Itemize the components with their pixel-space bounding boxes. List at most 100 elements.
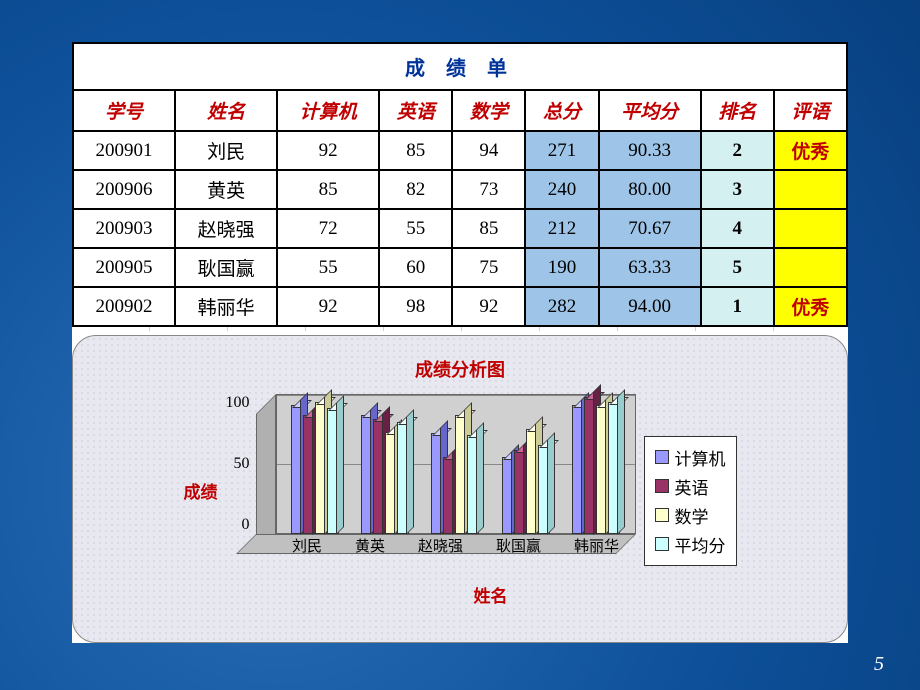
col-id-cell: 200906 (73, 170, 175, 209)
col-remark: 评语 (774, 90, 847, 131)
legend-swatch (655, 537, 669, 551)
col-rank-cell: 5 (701, 248, 774, 287)
col-math-cell: 85 (452, 209, 525, 248)
col-math: 数学 (452, 90, 525, 131)
bar-计算机 (431, 433, 443, 534)
col-english-cell: 60 (379, 248, 452, 287)
col-id-cell: 200902 (73, 287, 175, 326)
spreadsheet-gap (72, 327, 848, 331)
bar-计算机 (572, 405, 584, 534)
table-row: 200903赵晓强72558521270.674 (73, 209, 847, 248)
col-avg-cell: 63.33 (599, 248, 701, 287)
chart-y-label: 成绩 (184, 478, 218, 503)
plot-side-wall (256, 394, 276, 554)
legend-item: 平均分 (655, 530, 726, 559)
col-id-cell: 200905 (73, 248, 175, 287)
col-math-cell: 92 (452, 287, 525, 326)
col-avg-cell: 90.33 (599, 131, 701, 170)
bar-group (502, 429, 550, 534)
col-english-cell: 55 (379, 209, 452, 248)
col-computer: 计算机 (277, 90, 379, 131)
bar-英语 (514, 450, 526, 534)
col-name-cell: 赵晓强 (175, 209, 277, 248)
legend-swatch (655, 450, 669, 464)
x-tick-label: 赵晓强 (418, 535, 463, 556)
bar-数学 (315, 402, 327, 534)
table-header-row: 学号 姓名 计算机 英语 数学 总分 平均分 排名 评语 (73, 90, 847, 131)
col-computer-cell: 92 (277, 131, 379, 170)
col-name-cell: 耿国赢 (175, 248, 277, 287)
col-remark-cell (774, 170, 847, 209)
col-computer-cell: 55 (277, 248, 379, 287)
col-total-cell: 190 (525, 248, 598, 287)
bar-平均分 (538, 445, 550, 534)
bar-平均分 (397, 422, 409, 534)
table-title: 成 绩 单 (73, 43, 847, 90)
col-avg-cell: 80.00 (599, 170, 701, 209)
col-computer-cell: 85 (277, 170, 379, 209)
bar-groups (276, 394, 636, 534)
legend-item: 计算机 (655, 443, 726, 472)
table-row: 200902韩丽华92989228294.001优秀 (73, 287, 847, 326)
grades-table: 成 绩 单 学号 姓名 计算机 英语 数学 总分 平均分 排名 评语 20090… (72, 42, 848, 327)
x-labels: 刘民黄英赵晓强耿国赢韩丽华 (276, 535, 636, 556)
table-row: 200901刘民92859427190.332优秀 (73, 131, 847, 170)
slide-content: 成 绩 单 学号 姓名 计算机 英语 数学 总分 平均分 排名 评语 20090… (72, 42, 848, 643)
bar-数学 (596, 405, 608, 534)
bar-group (291, 402, 339, 534)
bar-平均分 (467, 435, 479, 534)
ytick: 0 (226, 516, 250, 534)
plot: 刘民黄英赵晓强耿国赢韩丽华 (256, 394, 636, 554)
col-rank-cell: 1 (701, 287, 774, 326)
col-remark-cell: 优秀 (774, 131, 847, 170)
bar-数学 (455, 415, 467, 534)
table-title-row: 成 绩 单 (73, 43, 847, 90)
chart-legend: 计算机英语数学平均分 (644, 436, 737, 566)
chart-panel: 成绩分析图 成绩 100 50 0 刘民黄英赵晓强耿国赢韩丽华 (72, 335, 848, 643)
legend-label: 数学 (675, 503, 709, 528)
ytick: 50 (226, 455, 250, 473)
col-total-cell: 271 (525, 131, 598, 170)
bar-平均分 (327, 408, 339, 534)
col-name-cell: 黄英 (175, 170, 277, 209)
chart-body: 成绩 100 50 0 刘民黄英赵晓强耿国赢韩丽华 (85, 394, 835, 607)
col-english-cell: 85 (379, 131, 452, 170)
col-rank-cell: 3 (701, 170, 774, 209)
bar-计算机 (502, 457, 514, 534)
chart-x-label: 姓名 (346, 582, 636, 607)
bar-计算机 (291, 405, 303, 534)
col-math-cell: 94 (452, 131, 525, 170)
col-id-cell: 200901 (73, 131, 175, 170)
col-total-cell: 282 (525, 287, 598, 326)
legend-swatch (655, 508, 669, 522)
table-row: 200905耿国赢55607519063.335 (73, 248, 847, 287)
col-remark-cell: 优秀 (774, 287, 847, 326)
col-remark-cell (774, 248, 847, 287)
y-axis: 100 50 0 (226, 394, 256, 534)
col-avg-cell: 70.67 (599, 209, 701, 248)
col-computer-cell: 92 (277, 287, 379, 326)
ytick: 100 (226, 394, 250, 412)
x-tick-label: 韩丽华 (574, 535, 619, 556)
col-rank: 排名 (701, 90, 774, 131)
bar-group (431, 415, 479, 534)
table-body: 200901刘民92859427190.332优秀200906黄英8582732… (73, 131, 847, 326)
x-tick-label: 耿国赢 (496, 535, 541, 556)
plot-area: 100 50 0 刘民黄英赵晓强耿国赢韩丽华 姓名 (226, 394, 636, 607)
col-avg: 平均分 (599, 90, 701, 131)
chart-title: 成绩分析图 (85, 356, 835, 382)
bar-平均分 (608, 402, 620, 534)
bar-英语 (303, 415, 315, 534)
bar-数学 (385, 432, 397, 534)
page-number: 5 (874, 653, 884, 676)
table-row: 200906黄英85827324080.003 (73, 170, 847, 209)
legend-label: 英语 (675, 474, 709, 499)
x-tick-label: 黄英 (355, 535, 385, 556)
col-total: 总分 (525, 90, 598, 131)
col-name-cell: 刘民 (175, 131, 277, 170)
col-math-cell: 75 (452, 248, 525, 287)
bar-计算机 (361, 415, 373, 534)
bar-group (572, 397, 620, 534)
bar-数学 (526, 429, 538, 534)
col-rank-cell: 2 (701, 131, 774, 170)
